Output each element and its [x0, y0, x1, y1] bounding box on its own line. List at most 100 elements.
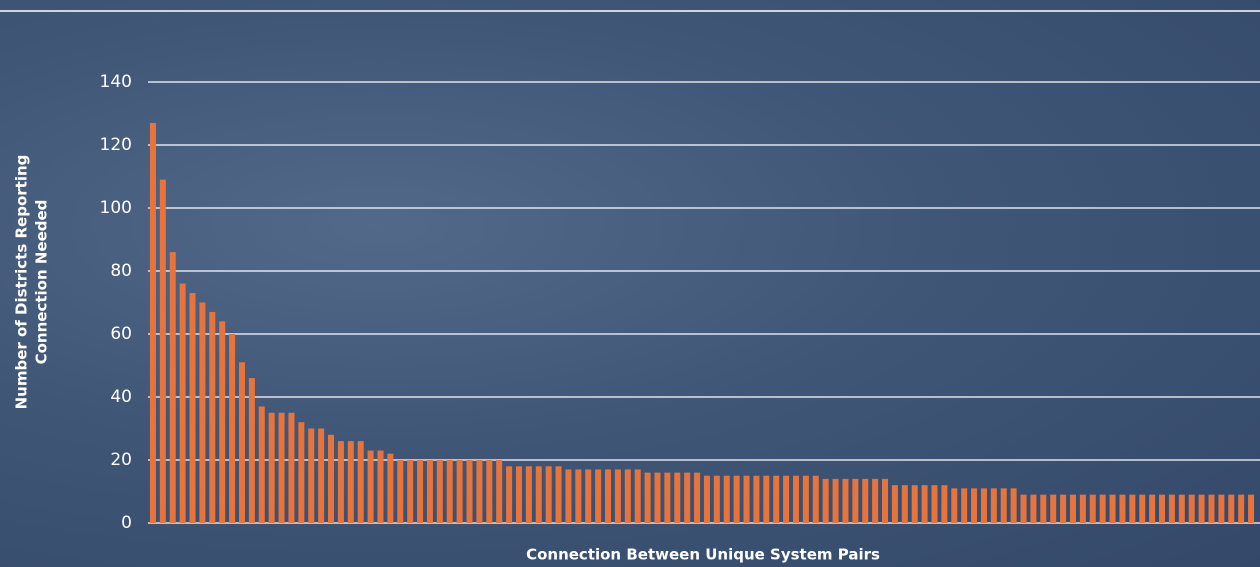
y-tick-label: 60 — [110, 324, 132, 344]
y-axis-title: Connection Needed — [33, 200, 51, 365]
bar — [189, 293, 196, 523]
bar — [1050, 494, 1057, 523]
bar — [308, 428, 315, 523]
bar — [1099, 494, 1106, 523]
bar — [1000, 488, 1007, 523]
bar — [733, 475, 740, 523]
bar — [783, 475, 790, 523]
bar — [417, 460, 424, 523]
bar — [961, 488, 968, 523]
bar — [347, 441, 354, 523]
bar — [545, 466, 552, 523]
bar — [278, 412, 285, 523]
bar — [1069, 494, 1076, 523]
bar — [773, 475, 780, 523]
bar — [318, 428, 325, 523]
bar — [367, 450, 374, 523]
bar — [377, 450, 384, 523]
bar — [436, 460, 443, 523]
bar — [1139, 494, 1146, 523]
bar — [921, 485, 928, 523]
bar — [654, 472, 661, 523]
bar — [753, 475, 760, 523]
bar — [456, 460, 463, 523]
bar — [980, 488, 987, 523]
bar — [1030, 494, 1037, 523]
bar — [832, 478, 839, 523]
bar — [555, 466, 562, 523]
bar — [822, 478, 829, 523]
y-tick-label: 0 — [121, 513, 132, 533]
bar — [1188, 494, 1195, 523]
bar — [1109, 494, 1116, 523]
bar — [387, 453, 394, 523]
bar — [862, 478, 869, 523]
bar — [1060, 494, 1067, 523]
bar — [535, 466, 542, 523]
bar — [476, 460, 483, 523]
bar — [219, 321, 226, 523]
y-tick-label: 40 — [110, 387, 132, 407]
bar — [990, 488, 997, 523]
bar — [149, 122, 156, 523]
bar — [169, 252, 176, 523]
bar — [229, 334, 236, 523]
bar — [288, 412, 295, 523]
y-tick-label: 20 — [110, 450, 132, 470]
bar — [238, 362, 245, 523]
bar — [1248, 494, 1255, 523]
bar — [1218, 494, 1225, 523]
bar — [802, 475, 809, 523]
bar — [268, 412, 275, 523]
bar — [684, 472, 691, 523]
bar — [951, 488, 958, 523]
bar — [664, 472, 671, 523]
bar — [1119, 494, 1126, 523]
bar — [674, 472, 681, 523]
bar — [1129, 494, 1136, 523]
bar — [585, 469, 592, 523]
bar — [723, 475, 730, 523]
bar — [258, 406, 265, 523]
bar — [199, 302, 206, 523]
bar — [743, 475, 750, 523]
bar — [1228, 494, 1235, 523]
y-tick-label: 100 — [100, 198, 132, 218]
bar — [496, 460, 503, 523]
bar — [426, 460, 433, 523]
bar — [792, 475, 799, 523]
bar — [842, 478, 849, 523]
bar — [1020, 494, 1027, 523]
bar — [1089, 494, 1096, 523]
bar — [209, 311, 216, 523]
y-axis-title: Number of Districts Reporting — [13, 155, 31, 410]
y-tick-label: 80 — [110, 261, 132, 281]
bar — [357, 441, 364, 523]
bar — [852, 478, 859, 523]
bar — [624, 469, 631, 523]
bar — [911, 485, 918, 523]
bar — [1149, 494, 1156, 523]
bar — [941, 485, 948, 523]
bar — [1238, 494, 1245, 523]
bar — [872, 478, 879, 523]
bar — [901, 485, 908, 523]
y-tick-label: 120 — [100, 135, 132, 155]
bar — [703, 475, 710, 523]
x-axis-title: Connection Between Unique System Pairs — [526, 546, 880, 564]
bar — [882, 478, 889, 523]
bar — [763, 475, 770, 523]
bar — [337, 441, 344, 523]
bar — [515, 466, 522, 523]
bar — [595, 469, 602, 523]
bar — [179, 283, 186, 523]
bar — [614, 469, 621, 523]
bar — [525, 466, 532, 523]
bar — [446, 460, 453, 523]
bar — [1010, 488, 1017, 523]
bar — [407, 460, 414, 523]
bar — [605, 469, 612, 523]
bar — [694, 472, 701, 523]
bar — [486, 460, 493, 523]
